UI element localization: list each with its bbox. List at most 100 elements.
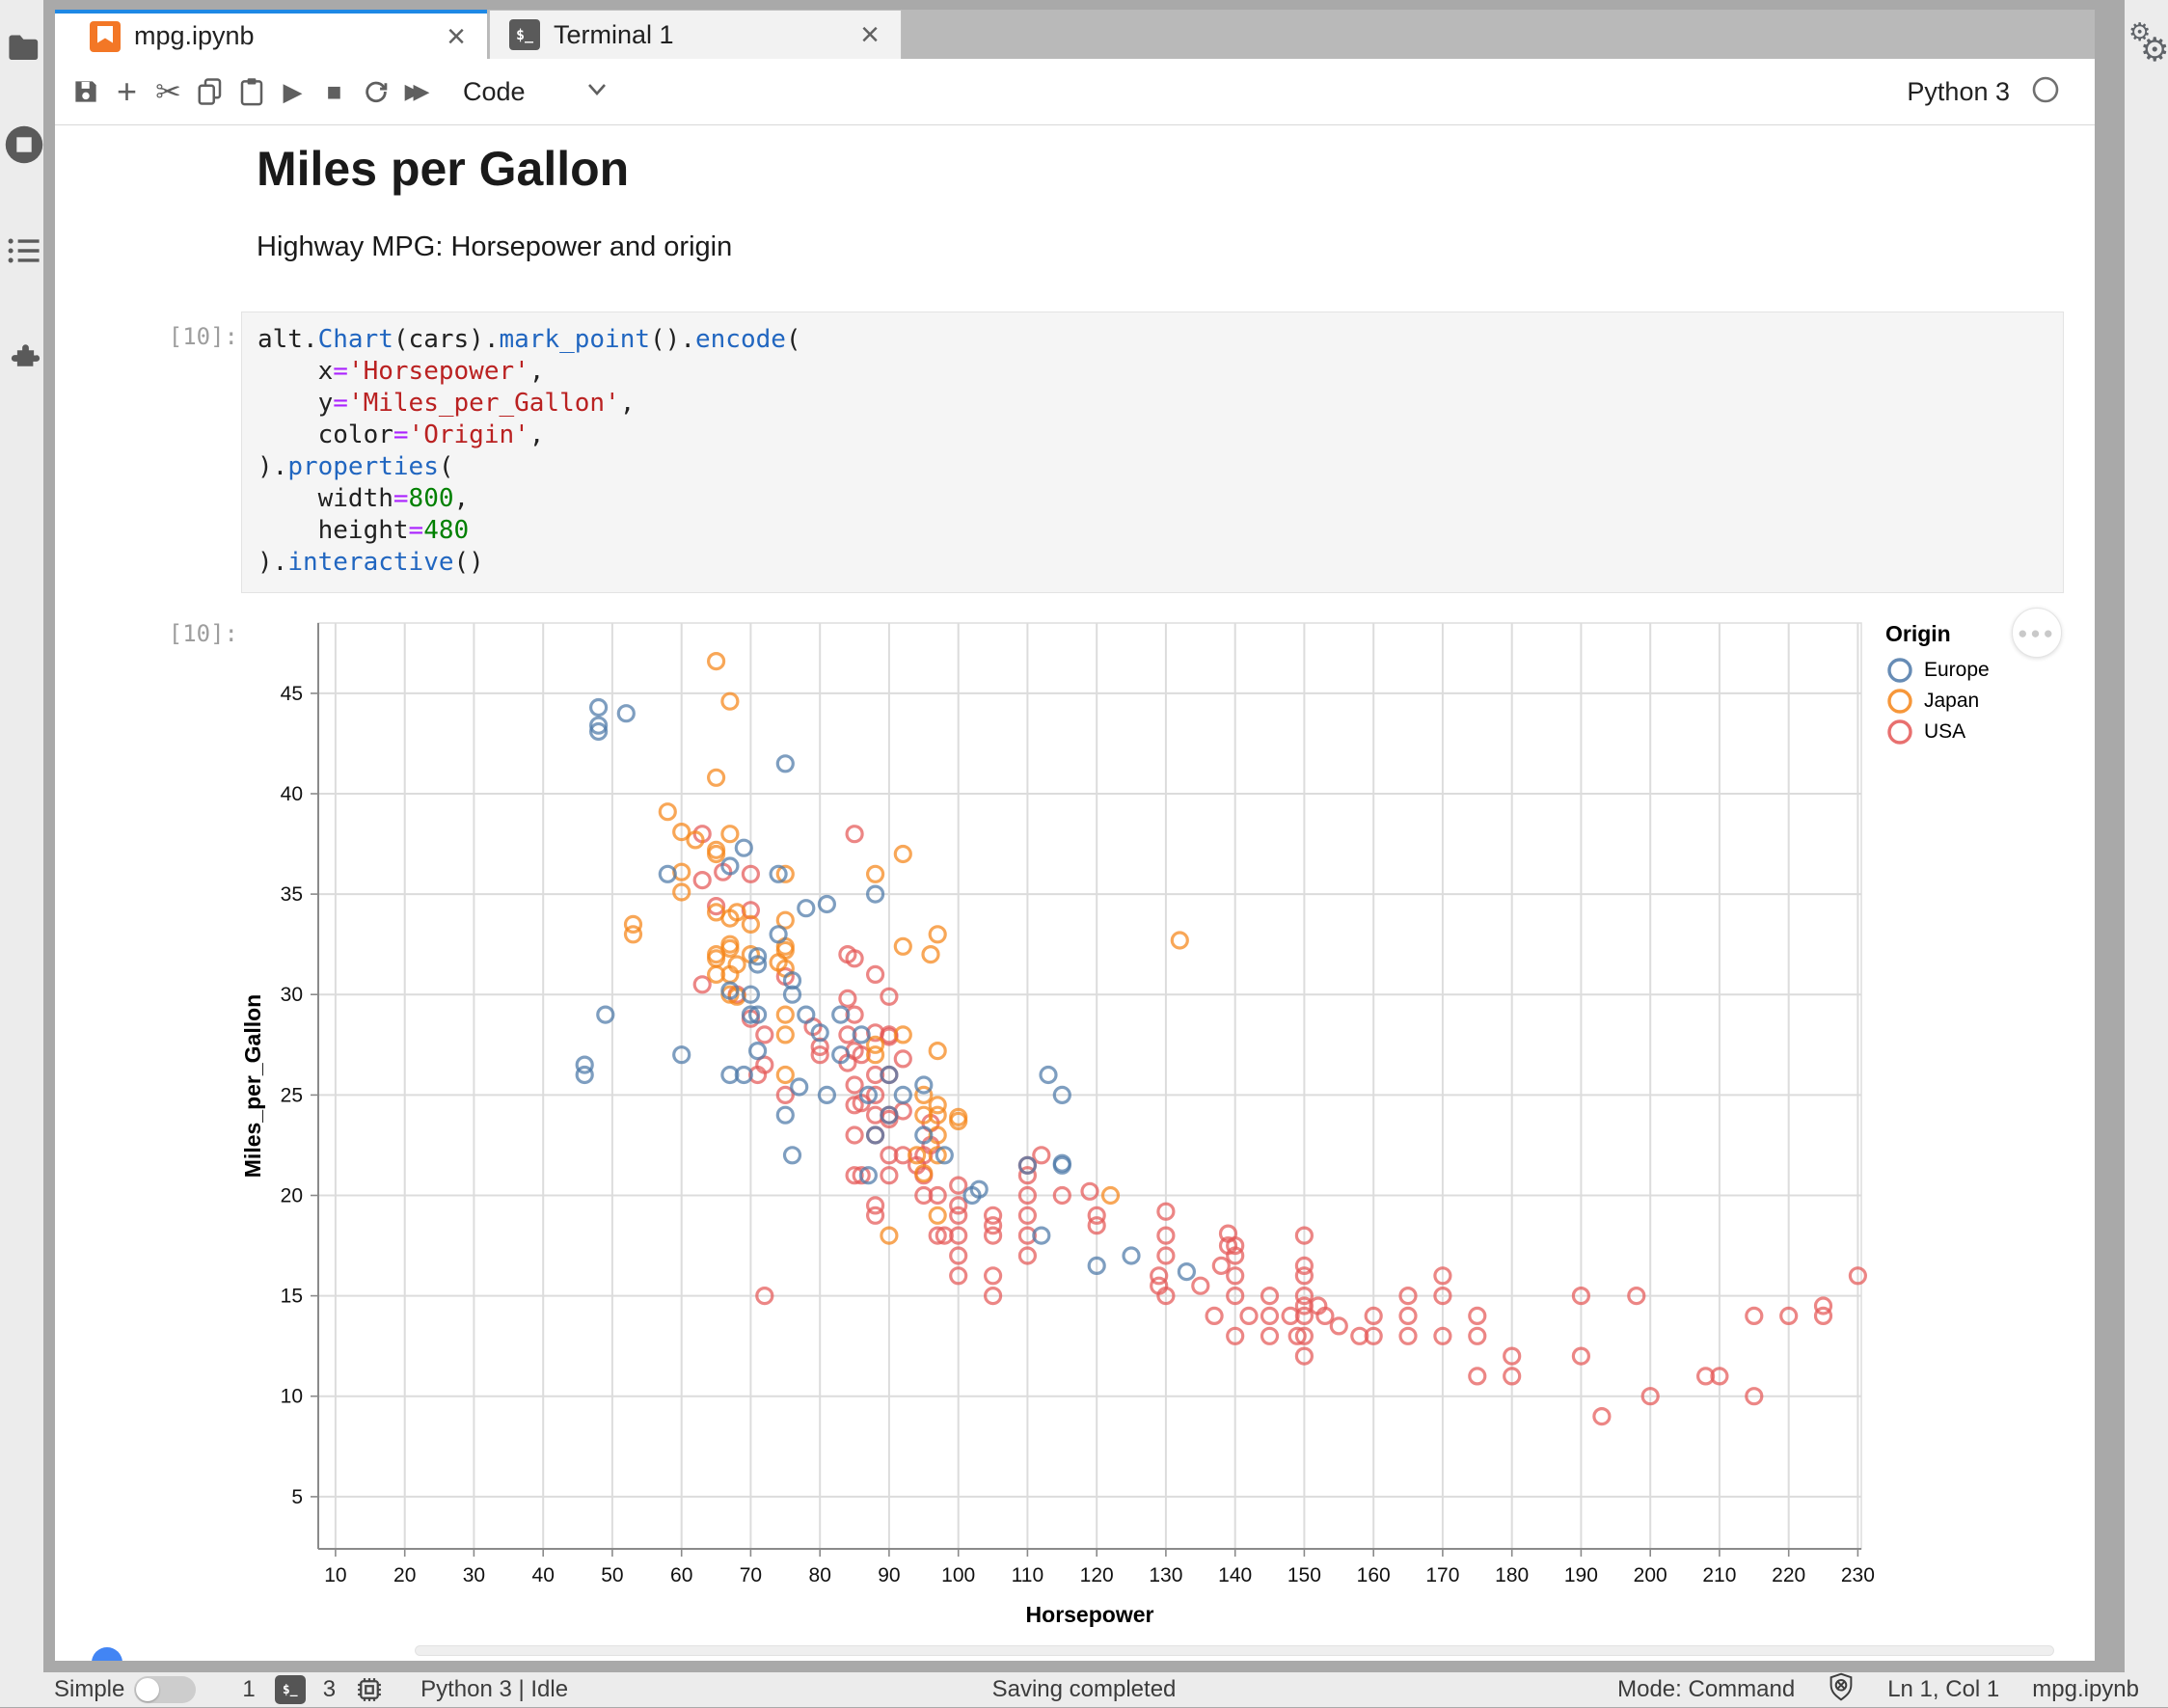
chart-legend-entries: Europe Japan USA (1885, 655, 1990, 747)
legend-entry: Europe (1885, 655, 1990, 686)
insert-cell-button[interactable]: + (106, 68, 148, 115)
close-icon[interactable]: × (860, 16, 880, 53)
code-line: ).interactive() (257, 548, 484, 577)
svg-text:180: 180 (1495, 1564, 1529, 1586)
status-bar: Simple 1 $_ 3 Python 3 | Idle Saving com… (0, 1672, 2168, 1707)
svg-text:5: 5 (291, 1486, 303, 1508)
legend-entry: USA (1885, 717, 1990, 747)
list-icon (8, 236, 41, 270)
puzzle-icon (7, 339, 41, 379)
svg-text:160: 160 (1357, 1564, 1391, 1586)
svg-text:110: 110 (1012, 1564, 1043, 1586)
svg-text:40: 40 (281, 783, 303, 805)
svg-text:120: 120 (1080, 1564, 1114, 1586)
legend-title: Origin (1885, 621, 1951, 646)
kernel-chip-icon[interactable] (355, 1675, 384, 1704)
mode-indicator[interactable]: Mode: Command (1617, 1676, 1796, 1702)
left-activity-bar (0, 0, 43, 1672)
svg-text:30: 30 (463, 1564, 485, 1586)
svg-text:60: 60 (670, 1564, 692, 1586)
paste-cells-button[interactable] (230, 68, 272, 115)
close-icon[interactable]: × (447, 17, 466, 55)
scatter-plot[interactable]: 10 20 30 40 50 60 70 80 90 100 110 120 130 140 150 160 1… (222, 608, 1919, 1640)
toggle-knob (136, 1678, 160, 1701)
svg-text:50: 50 (601, 1564, 623, 1586)
svg-text:10: 10 (281, 1386, 303, 1408)
svg-text:170: 170 (1425, 1564, 1459, 1586)
cursor-position[interactable]: Ln 1, Col 1 (1887, 1676, 2000, 1702)
svg-text:150: 150 (1287, 1564, 1321, 1586)
kernel-status-icon (2031, 75, 2060, 109)
notebook-icon (90, 20, 121, 52)
svg-text:70: 70 (740, 1564, 762, 1586)
cut-cells-button[interactable]: ✂ (148, 68, 189, 115)
svg-text:15: 15 (281, 1286, 303, 1308)
terminal-badge-icon[interactable]: $_ (274, 1675, 306, 1704)
input-prompt: [10]: (168, 323, 238, 350)
sidebar-item-file-browser[interactable] (7, 29, 41, 71)
legend-label: USA (1924, 720, 1966, 743)
kernel-status[interactable]: Python 3 | Idle (420, 1676, 569, 1702)
settings-button[interactable]: ⚙ ⚙ (2127, 17, 2168, 68)
run-cell-button[interactable]: ▶ (272, 68, 313, 115)
code-line: y='Miles_per_Gallon', (257, 389, 636, 418)
tab-notebook[interactable]: mpg.ipynb × (55, 10, 487, 59)
code-editor[interactable]: alt.Chart(cars).mark_point().encode( x='… (241, 312, 2064, 593)
horizontal-scrollbar[interactable] (415, 1645, 2054, 1656)
svg-text:40: 40 (532, 1564, 555, 1586)
legend-point-icon (1887, 658, 1912, 683)
svg-text:130: 130 (1149, 1564, 1182, 1586)
legend-entry: Japan (1885, 686, 1990, 717)
scissors-icon: ✂ (155, 74, 181, 109)
copy-cells-button[interactable] (189, 68, 230, 115)
chart-output: 10 20 30 40 50 60 70 80 90 100 110 120 130 140 150 160 1… (222, 608, 2093, 1661)
cell-type-value: Code (463, 76, 526, 106)
restart-run-all-button[interactable]: ▶▶ (396, 68, 438, 115)
markdown-subtitle: Highway MPG: Horsepower and origin (257, 231, 733, 262)
chevron-down-icon (585, 82, 609, 102)
cell-type-dropdown[interactable]: Code (463, 77, 609, 107)
svg-text:100: 100 (941, 1564, 975, 1586)
code-line: x='Horsepower', (257, 357, 545, 386)
save-button[interactable] (65, 68, 106, 115)
shield-icon[interactable] (1828, 1672, 1855, 1708)
right-panel-strip: ⚙ ⚙ (2125, 0, 2168, 1672)
svg-text:20: 20 (281, 1185, 303, 1207)
svg-text:210: 210 (1702, 1564, 1736, 1586)
output-options-button[interactable]: ●●● (2012, 608, 2062, 658)
code-line: color='Origin', (257, 420, 545, 449)
tab-label: Terminal 1 (554, 19, 674, 49)
sidebar-item-running-sessions[interactable] (5, 125, 43, 168)
svg-text:20: 20 (393, 1564, 416, 1586)
code-line: alt.Chart(cars).mark_point().encode( (257, 325, 801, 354)
simple-mode-toggle[interactable] (134, 1676, 197, 1703)
ellipsis-icon: ●●● (2018, 623, 2056, 642)
play-icon: ▶ (283, 76, 303, 106)
sidebar-item-table-of-contents[interactable] (7, 231, 41, 274)
stop-icon: ■ (326, 76, 342, 106)
gear-icon: ⚙ (2128, 17, 2152, 46)
code-line: ).properties( (257, 452, 454, 481)
legend-point-icon (1887, 689, 1912, 714)
legend-point-icon (1887, 719, 1912, 745)
markdown-title: Miles per Gallon (257, 142, 630, 196)
kernels-count[interactable]: 3 (322, 1676, 337, 1702)
stop-circle-icon (3, 123, 45, 171)
fast-forward-icon: ▶▶ (404, 79, 430, 103)
scroll-indicator[interactable] (92, 1647, 122, 1661)
sidebar-item-extensions[interactable] (7, 338, 41, 380)
output-prompt: [10]: (168, 620, 238, 647)
tab-bar: mpg.ipynb × $_ Terminal 1 × (55, 10, 2095, 59)
svg-text:220: 220 (1772, 1564, 1805, 1586)
interrupt-kernel-button[interactable]: ■ (313, 68, 355, 115)
tab-terminal[interactable]: $_ Terminal 1 × (489, 10, 902, 59)
svg-text:200: 200 (1634, 1564, 1667, 1586)
svg-text:25: 25 (281, 1084, 303, 1106)
gear-icon: ⚙ (2140, 32, 2168, 68)
kernel-name[interactable]: Python 3 (1907, 77, 2010, 106)
plus-icon: + (116, 71, 138, 111)
svg-text:140: 140 (1218, 1564, 1252, 1586)
terminals-count[interactable]: 1 (242, 1676, 256, 1702)
simple-mode-label: Simple (54, 1676, 125, 1702)
restart-kernel-button[interactable] (355, 68, 396, 115)
